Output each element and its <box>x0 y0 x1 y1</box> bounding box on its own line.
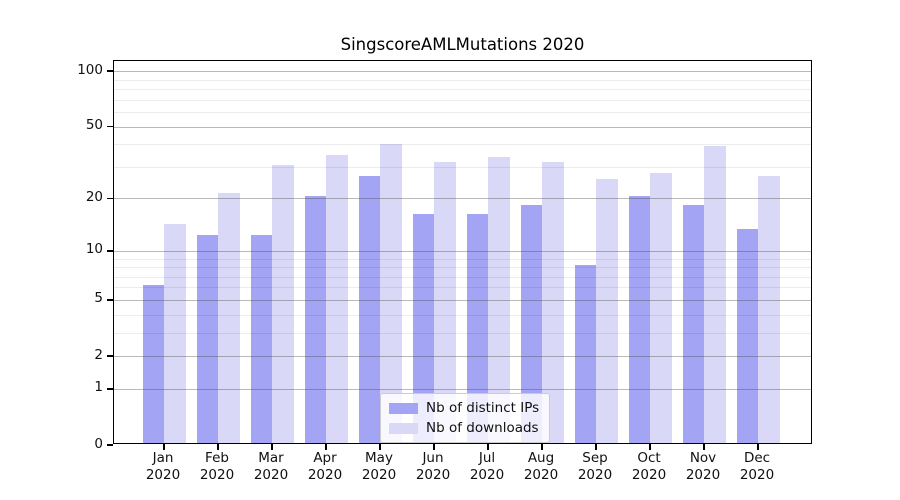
gridline-major <box>114 71 811 73</box>
legend-swatch-distinct-ips <box>389 402 418 414</box>
bar-downloads <box>596 179 618 443</box>
y-axis-tick-label: 2 <box>94 346 103 363</box>
x-tick-mark <box>595 444 597 450</box>
gridline-minor <box>114 112 811 114</box>
x-tick-mark <box>379 444 381 450</box>
bar-downloads <box>650 173 672 443</box>
x-axis-tick-label: Nov 2020 <box>685 450 721 483</box>
legend-label-distinct-ips: Nb of distinct IPs <box>426 400 540 416</box>
bar-distinct-ips <box>466 213 488 443</box>
x-axis-tick-label: Oct 2020 <box>631 450 667 483</box>
gridline-minor <box>114 99 811 101</box>
bar-distinct-ips <box>412 213 434 443</box>
legend-swatch-downloads <box>389 422 418 434</box>
legend: Nb of distinct IPs Nb of downloads <box>380 393 550 443</box>
bar-distinct-ips <box>682 204 704 443</box>
x-axis-tick-label: Aug 2020 <box>523 450 559 483</box>
x-tick-mark <box>703 444 705 450</box>
bar-downloads <box>704 146 726 443</box>
gridline-major <box>114 126 811 128</box>
y-tick-mark <box>107 249 113 252</box>
legend-item-distinct-ips: Nb of distinct IPs <box>389 400 539 416</box>
gridline-minor <box>114 287 811 289</box>
plot-area: Nb of distinct IPs Nb of downloads <box>107 60 812 450</box>
gridline-major <box>114 356 811 358</box>
gridline-major <box>114 198 811 200</box>
x-axis-tick-label: Jan 2020 <box>145 450 181 483</box>
bar-distinct-ips <box>250 235 272 443</box>
x-axis-tick-label: Sep 2020 <box>577 450 613 483</box>
y-axis-tick-label: 1 <box>94 379 103 396</box>
x-tick-mark <box>217 444 219 450</box>
y-tick-mark <box>107 355 113 357</box>
legend-item-downloads: Nb of downloads <box>389 420 539 436</box>
gridline-minor <box>114 276 811 278</box>
x-tick-mark <box>163 444 165 450</box>
bar-distinct-ips <box>196 235 218 443</box>
x-axis-tick-label: Dec 2020 <box>739 450 775 483</box>
bar-distinct-ips <box>304 196 326 443</box>
y-axis-tick-label: 5 <box>94 290 103 307</box>
gridline-minor <box>114 144 811 146</box>
y-axis-tick-label: 10 <box>85 241 103 258</box>
y-tick-mark <box>107 197 113 200</box>
y-axis-tick-label: 20 <box>85 188 103 205</box>
legend-label-downloads: Nb of downloads <box>426 420 539 436</box>
gridline-minor <box>114 267 811 269</box>
x-tick-mark <box>757 444 759 450</box>
gridline-minor <box>114 258 811 260</box>
bar-downloads <box>542 162 564 443</box>
gridline-major <box>114 388 811 390</box>
bar-distinct-ips <box>628 196 650 443</box>
y-tick-mark <box>107 388 113 390</box>
gridline-major <box>114 299 811 301</box>
x-axis-tick-label: Jul 2020 <box>469 450 505 483</box>
x-axis-tick-label: Apr 2020 <box>307 450 343 483</box>
y-tick-mark <box>107 125 113 128</box>
bar-downloads <box>272 164 294 443</box>
y-tick-mark <box>107 299 113 301</box>
gridline-minor <box>114 79 811 81</box>
gridline-major <box>114 250 811 252</box>
x-axis-tick-label: Mar 2020 <box>253 450 289 483</box>
gridline-minor <box>114 166 811 168</box>
bar-distinct-ips <box>142 285 164 443</box>
y-tick-mark <box>107 444 113 446</box>
bar-distinct-ips <box>358 176 380 443</box>
bar-downloads <box>218 192 240 443</box>
x-axis-tick-label: May 2020 <box>361 450 397 483</box>
bar-downloads <box>758 176 780 443</box>
gridline-minor <box>114 314 811 316</box>
x-axis-tick-label: Feb 2020 <box>199 450 235 483</box>
x-tick-mark <box>271 444 273 450</box>
bar-downloads <box>488 157 510 443</box>
chart-title: SingscoreAMLMutations 2020 <box>340 35 585 54</box>
x-tick-mark <box>649 444 651 450</box>
x-tick-mark <box>325 444 327 450</box>
y-axis-tick-label: 0 <box>94 435 103 452</box>
y-tick-mark <box>107 70 113 72</box>
bar-distinct-ips <box>574 265 596 443</box>
gridline-minor <box>114 89 811 91</box>
bar-distinct-ips <box>736 229 758 443</box>
bar-downloads <box>164 223 186 443</box>
bar-downloads <box>434 162 456 443</box>
y-axis-tick-label: 50 <box>85 117 103 134</box>
gridline-minor <box>114 332 811 334</box>
x-tick-mark <box>433 444 435 450</box>
x-tick-mark <box>487 444 489 450</box>
bar-downloads <box>380 144 402 443</box>
y-axis-tick-label: 100 <box>77 61 103 78</box>
bar-downloads <box>326 155 348 443</box>
x-tick-mark <box>541 444 543 450</box>
bar-distinct-ips <box>520 204 542 443</box>
x-axis-tick-label: Jun 2020 <box>415 450 451 483</box>
